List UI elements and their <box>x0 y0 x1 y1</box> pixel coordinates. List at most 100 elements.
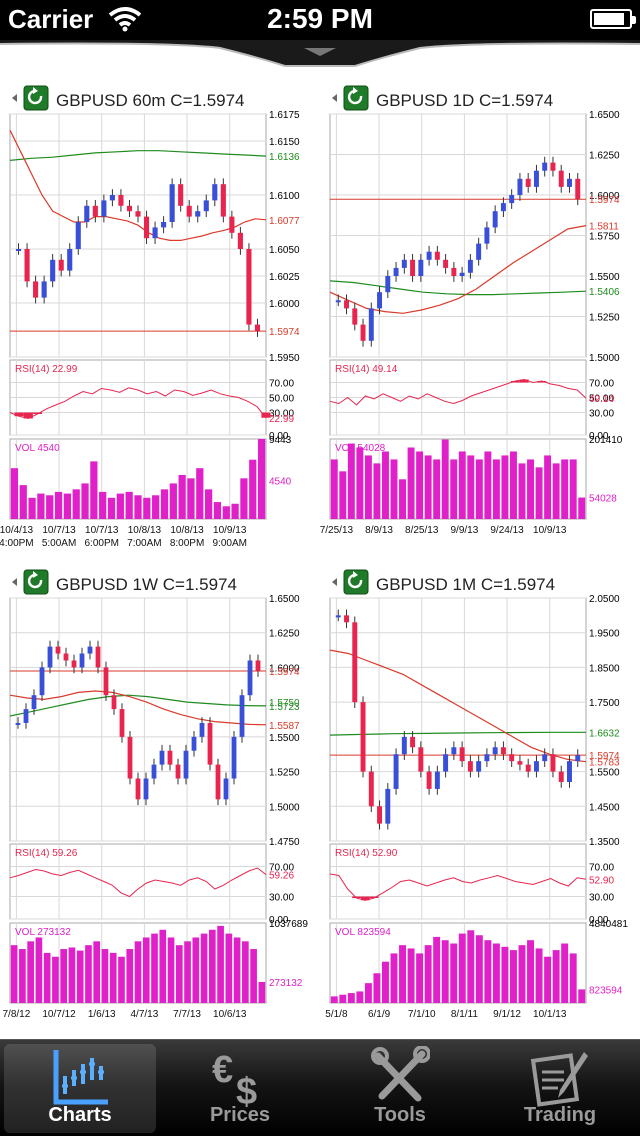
price-plot-frame <box>329 597 587 842</box>
volume-bar <box>390 459 398 519</box>
volume-bar <box>441 439 449 519</box>
price-tick-label: 1.6000 <box>589 191 620 202</box>
volume-bar <box>484 940 492 1003</box>
volume-bar <box>492 943 500 1003</box>
candle-body <box>360 324 366 341</box>
volume-plot-frame <box>329 438 587 520</box>
candle-body <box>335 615 341 618</box>
price-tick-label: 1.5000 <box>269 802 300 813</box>
volume-bar <box>578 497 586 519</box>
candle-body <box>360 702 366 772</box>
tab-tools[interactable]: Tools <box>324 1044 476 1133</box>
volume-label: VOL 273132 <box>15 927 71 938</box>
candle-body <box>135 778 141 800</box>
price-tick-label: 1.4750 <box>269 837 300 848</box>
candle-body <box>567 178 572 187</box>
tab-trading[interactable]: Trading <box>484 1044 636 1133</box>
candle-body <box>558 170 564 187</box>
pulldown-handle[interactable] <box>0 40 640 74</box>
volume-bar <box>569 459 577 519</box>
price-tick-label: 1.6100 <box>269 191 300 202</box>
rsi-extreme-fill <box>537 381 547 383</box>
volume-bar <box>242 941 249 1003</box>
volume-tick-label: 273132 <box>269 978 303 989</box>
candle-body <box>517 761 523 765</box>
chart-panel-60m[interactable]: GBPUSD 60m C=1.5974 1.6175 1.6150 1.6136 1.6… <box>0 74 320 554</box>
rsi-tick-label: 22.99 <box>269 414 294 425</box>
candle-body <box>126 205 133 212</box>
price-tick-label: 1.4500 <box>589 802 620 813</box>
candle-body <box>476 243 482 260</box>
price-tick-label: 1.5750 <box>269 698 300 709</box>
battery-icon <box>590 9 636 29</box>
ma-green-line <box>329 731 586 736</box>
candle-body <box>459 747 465 762</box>
volume-bar <box>187 478 195 519</box>
candle-body <box>418 259 424 276</box>
chevron-left-icon <box>332 578 337 586</box>
candle-body <box>484 754 490 762</box>
volume-bar <box>249 459 257 519</box>
volume-bar <box>424 945 432 1003</box>
volume-bar <box>19 485 27 519</box>
volume-bar <box>93 941 101 1003</box>
rsi-tick-label: 0.00 <box>589 431 609 442</box>
volume-label: VOL 54028 <box>335 443 386 454</box>
rsi-tick-label: 30.00 <box>269 409 294 420</box>
rsi-tick-label: 52.90 <box>589 875 614 886</box>
chart-panel-1m[interactable]: GBPUSD 1M C=1.5974 2.0500 1.9500 1.8500 1.75… <box>320 558 640 1038</box>
candle-body <box>15 249 22 251</box>
rsi-line <box>329 378 587 406</box>
candle-body <box>385 788 391 824</box>
chevron-left-icon <box>332 94 337 102</box>
price-tick-label: 1.5250 <box>269 768 300 779</box>
volume-bar <box>433 936 441 1003</box>
volume-bar <box>467 930 475 1003</box>
price-tick-label: 1.5974 <box>269 327 300 338</box>
candle-body <box>558 771 564 782</box>
price-tick-label: 1.5406 <box>589 287 620 298</box>
price-tick-label: 1.6632 <box>589 728 620 739</box>
chevron-left-icon <box>12 578 17 586</box>
price-tick-label: 1.5783 <box>589 758 620 769</box>
volume-bar <box>178 474 186 519</box>
volume-bar <box>399 945 406 1003</box>
candle-body <box>31 695 37 710</box>
x-tick-label: 6/1/9 <box>368 1009 391 1020</box>
volume-bar <box>160 489 169 519</box>
candle-body <box>15 722 21 725</box>
volume-tick-label: 54028 <box>589 494 617 505</box>
x-tick-label: 6:00PM <box>84 538 118 549</box>
ma-red-line <box>329 649 587 763</box>
volume-tick-label: 4540 <box>269 477 292 488</box>
volume-plot-frame <box>329 922 587 1004</box>
x-tick-label: 9:00AM <box>212 538 246 549</box>
price-tick-label: 1.5974 <box>589 751 620 762</box>
candle-body <box>368 308 374 341</box>
volume-bar <box>347 443 355 519</box>
candle-body <box>41 281 47 298</box>
chart-panel-1w[interactable]: GBPUSD 1W C=1.5974 1.6500 1.6250 1.6000 1.59… <box>0 558 320 1038</box>
volume-label: VOL 4540 <box>15 443 60 454</box>
rsi-label: RSI(14) 59.26 <box>15 848 78 859</box>
price-tick-label: 1.7500 <box>589 698 620 709</box>
chart-svg: GBPUSD 1M C=1.5974 2.0500 1.9500 1.8500 1.75… <box>325 569 628 1020</box>
chevron-left-icon <box>12 94 17 102</box>
volume-bar <box>222 506 230 519</box>
candle-body <box>410 736 416 748</box>
x-tick-label: 10/7/13 <box>85 525 119 536</box>
chart-panel-1d[interactable]: GBPUSD 1D C=1.5974 1.6500 1.6250 1.6000 1.59… <box>320 74 640 554</box>
tab-charts[interactable]: Charts <box>4 1044 156 1133</box>
price-tick-label: 1.5974 <box>589 195 620 206</box>
price-tick-label: 1.6000 <box>269 663 300 674</box>
price-tick-label: 2.0500 <box>589 594 620 605</box>
volume-bar <box>151 933 158 1003</box>
candle-body <box>118 195 124 206</box>
rsi-tick-label: 0.00 <box>589 915 609 926</box>
x-tick-label: 7/25/13 <box>320 525 354 536</box>
candle-body <box>368 771 374 807</box>
volume-bar <box>475 935 483 1003</box>
candle-body <box>484 227 490 244</box>
volume-bar <box>535 948 543 1003</box>
tab-prices[interactable]: € $ Prices <box>164 1044 316 1133</box>
